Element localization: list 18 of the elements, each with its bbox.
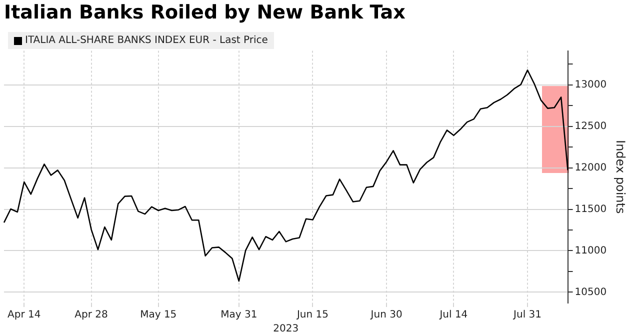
y-tick-label: 11000 <box>574 245 607 256</box>
x-tick-label: Jul 14 <box>438 310 468 321</box>
x-tick-label: Jul 31 <box>512 310 542 321</box>
y-tick-label: 12000 <box>574 162 607 174</box>
y-tick-label: 11500 <box>574 204 607 215</box>
y-axis-title: Index points <box>614 140 628 214</box>
y-tick-label: 13000 <box>574 79 607 90</box>
legend-label: ITALIA ALL-SHARE BANKS INDEX EUR - Last Price <box>25 35 268 46</box>
x-tick-label: Apr 28 <box>74 310 108 321</box>
x-tick-label: Apr 14 <box>8 310 41 321</box>
x-tick-label: May 15 <box>140 310 177 321</box>
x-tick-label: Jun 30 <box>370 310 402 321</box>
x-tick-label: May 31 <box>220 310 258 321</box>
y-tick-label: 10500 <box>574 286 607 298</box>
x-axis-title: 2023 <box>273 324 299 335</box>
x-tick-label: Jun 15 <box>296 310 329 321</box>
y-tick-label: 12500 <box>574 120 607 132</box>
chart-title: Italian Banks Roiled by New Bank Tax <box>4 1 406 24</box>
